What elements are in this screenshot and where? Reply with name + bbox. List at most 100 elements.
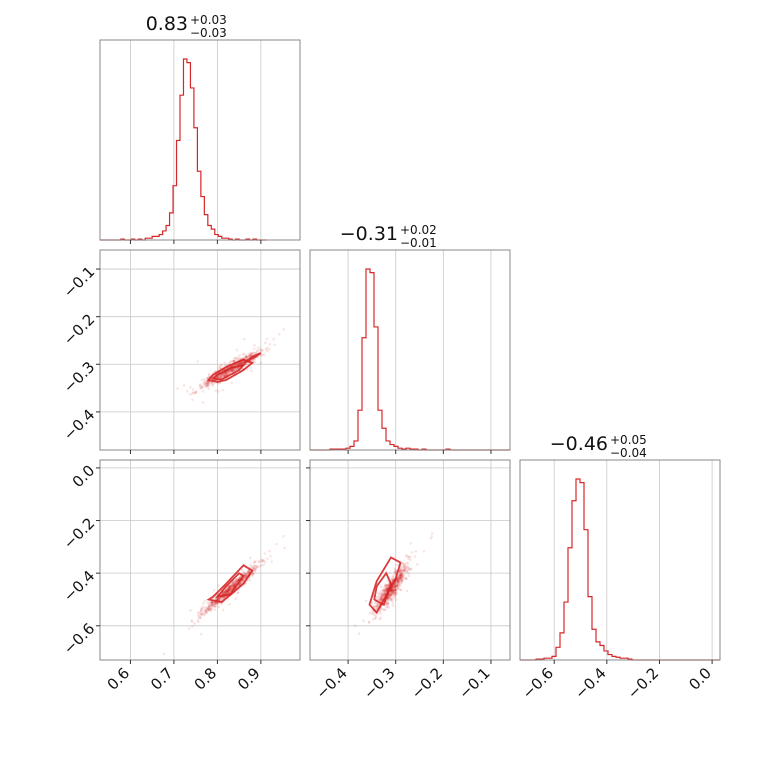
sample-point [227,587,230,591]
sample-point [234,597,238,600]
sample-point [388,594,392,597]
sample-point [245,355,249,359]
sample-point [226,591,230,594]
sample-point [397,582,400,586]
sample-point [233,583,236,586]
sample-point [227,585,230,589]
sample-point [388,593,392,596]
sample-point [213,608,217,611]
sample-point [221,374,224,377]
param-title-median: −0.31 [340,223,398,245]
sample-point [263,341,267,345]
sample-point [228,587,232,591]
sample-point [226,591,230,594]
sample-point [395,579,399,582]
sample-point [191,391,195,394]
sample-point [199,607,203,610]
sample-point [199,612,203,616]
x-tick-label: −0.6 [519,664,557,702]
sample-point [255,565,258,568]
sample-point [268,549,271,553]
sample-point [381,596,384,600]
sample-point [392,585,396,588]
y-tick-label: −0.4 [60,567,98,605]
sample-point [227,588,231,591]
sample-point [228,588,232,591]
sample-point [207,380,211,384]
sample-point [222,596,226,600]
sample-point [250,353,253,356]
sample-point [399,571,403,574]
sample-point [197,613,201,617]
sample-point [231,368,235,371]
sample-point [381,589,385,593]
sample-point [224,590,227,593]
sample-point [240,581,243,585]
sample-point [221,597,224,601]
sample-point [224,590,227,594]
sample-point [383,585,386,589]
sample-point [397,580,400,584]
sample-point [378,592,381,596]
sample-point [383,592,386,595]
sample-point [375,604,378,607]
sample-point [228,588,231,592]
sample-point [389,589,393,593]
sample-point [368,612,372,615]
sample-point [400,572,403,575]
sample-point [234,367,238,371]
sample-point [236,579,240,582]
sample-point [396,577,399,580]
sample-point [386,584,389,588]
sample-point [204,381,208,384]
sample-point [380,594,384,597]
sample-point [390,588,394,592]
sample-point [216,597,219,600]
sample-point [238,357,241,361]
sample-point [402,569,406,573]
sample-point [211,382,215,386]
sample-point [399,570,402,574]
y-tick-label: 0.0 [69,462,99,492]
sample-point [244,355,248,359]
sample-point [202,378,206,381]
y-tick-label: −0.3 [60,358,98,396]
sample-point [204,609,207,612]
sample-point [236,363,240,366]
panel-hist-2: −0.46 +0.05−0.04 −0.6 −0.4 −0.2 0.0 [519,433,721,703]
sample-point [217,605,221,609]
sample-point [381,594,385,598]
sample-point [222,372,226,376]
sample-point [397,579,401,582]
sample-point [252,564,256,567]
sample-point [247,355,250,358]
sample-point [221,388,225,392]
sample-point [261,353,265,357]
sample-point [243,576,246,579]
sample-point [382,593,385,597]
sample-point [239,362,242,366]
sample-point [225,589,229,593]
sample-point [198,385,202,389]
sample-point [203,608,207,612]
sample-point [397,581,401,584]
sample-point [206,384,210,388]
sample-point [206,382,210,386]
sample-point [227,362,230,366]
sample-point [232,584,235,587]
sample-point [223,590,227,593]
sample-point [218,365,221,369]
sample-point [404,565,408,569]
sample-point [228,370,231,373]
sample-point [228,585,232,589]
sample-point [240,361,243,365]
sample-point [231,583,235,587]
sample-point [407,555,411,559]
histogram-line-2 [520,478,720,661]
sample-point [217,584,221,587]
sample-point [398,576,401,580]
sample-point [214,604,217,608]
sample-point [203,379,206,383]
sample-point [390,589,394,592]
